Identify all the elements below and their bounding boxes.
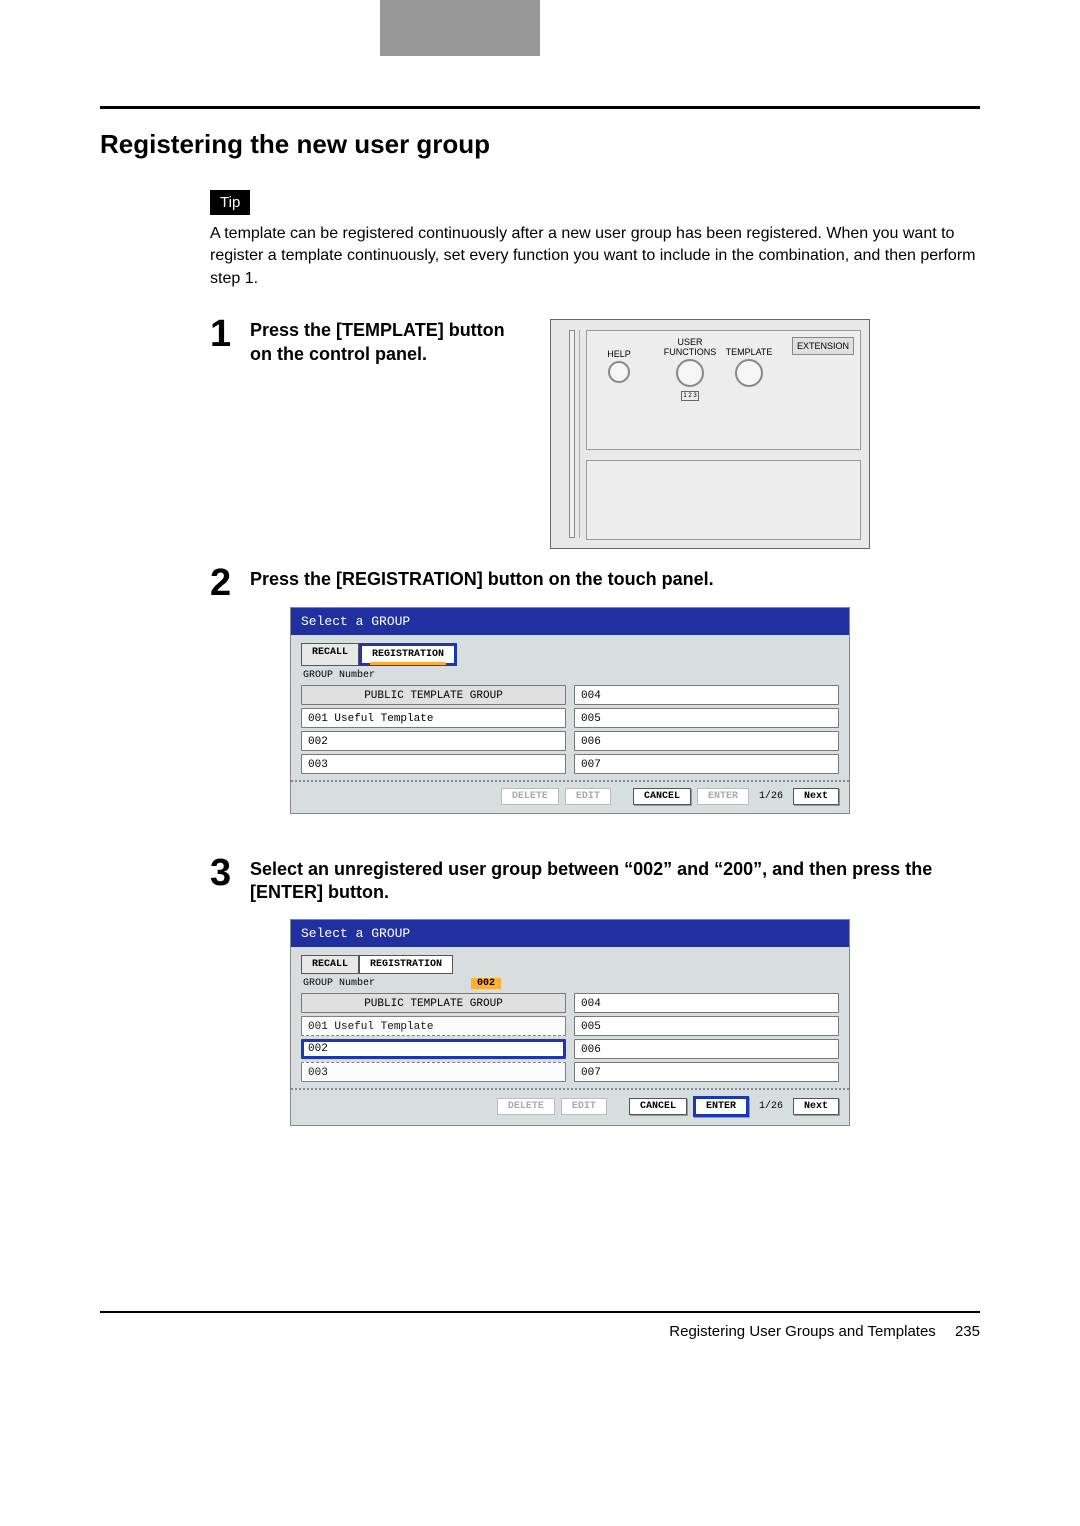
tip-block: Tip A template can be registered continu… [210,190,980,290]
ts2-row-005[interactable]: 005 [574,1016,839,1036]
ts2-row-002-selected[interactable]: 002 [301,1039,566,1059]
ts1-page-indicator: 1/26 [755,791,787,802]
ts1-row-005[interactable]: 005 [574,708,839,728]
extension-button[interactable]: EXTENSION [792,337,854,355]
ts1-row-001[interactable]: 001 Useful Template [301,708,566,728]
keypad-icon: 1 2 3 [681,391,699,401]
step-3-number: 3 [210,854,250,892]
cp-functions-label: FUNCTIONS [659,347,721,357]
registration-tab-2[interactable]: REGISTRATION [359,955,453,974]
tip-label: Tip [210,190,250,215]
ts1-public-group[interactable]: PUBLIC TEMPLATE GROUP [301,685,566,705]
ts1-next-button[interactable]: Next [793,788,839,805]
ts1-group-number-label: GROUP Number [291,668,849,683]
ts2-title: Select a GROUP [291,920,849,947]
ts2-edit-button[interactable]: EDIT [561,1098,607,1115]
recall-tab-2[interactable]: RECALL [301,955,359,974]
user-functions-button[interactable] [676,359,704,387]
ts1-delete-button[interactable]: DELETE [501,788,559,805]
ts2-group-number-value: 002 [471,978,501,989]
step-1-number: 1 [210,315,250,353]
ts1-row-007[interactable]: 007 [574,754,839,774]
ts1-cancel-button[interactable]: CANCEL [633,788,691,805]
cp-user-label: USER [659,337,721,347]
ts1-row-003[interactable]: 003 [301,754,566,774]
section-title: Registering the new user group [100,129,980,160]
ts1-row-002[interactable]: 002 [301,731,566,751]
ts2-row-006[interactable]: 006 [574,1039,839,1059]
step-2: 2 Press the [REGISTRATION] button on the… [210,564,980,838]
help-button[interactable] [608,361,630,383]
step-3-instruction: Select an unregistered user group betwee… [250,858,980,905]
tip-text: A template can be registered continuousl… [210,223,980,290]
ts1-row-006[interactable]: 006 [574,731,839,751]
ts2-row-003[interactable]: 003 [301,1062,566,1082]
ts2-enter-button[interactable]: ENTER [693,1096,749,1117]
ts2-group-number-label: GROUP Number [303,978,375,989]
ts1-row-004[interactable]: 004 [574,685,839,705]
ts2-page-indicator: 1/26 [755,1101,787,1112]
rule-bottom [100,1311,980,1313]
step-2-number: 2 [210,564,250,602]
step-2-instruction: Press the [REGISTRATION] button on the t… [250,568,980,591]
page-footer: Registering User Groups and Templates 23… [100,1323,980,1340]
ts1-enter-button[interactable]: ENTER [697,788,749,805]
cp-template-label: TEMPLATE [721,347,777,357]
touch-screen-1: Select a GROUP RECALL REGISTRATION GROUP… [290,607,850,814]
ts2-row-004[interactable]: 004 [574,993,839,1013]
step-1: 1 Press the [TEMPLATE] button on the con… [210,315,980,549]
rule-top [100,106,980,109]
registration-tab[interactable]: REGISTRATION [359,643,457,666]
control-panel-figure: HELP USER FUNCTIONS 1 2 3 TEMPLATE [550,319,870,549]
ts2-row-001[interactable]: 001 Useful Template [301,1016,566,1036]
recall-tab[interactable]: RECALL [301,643,359,666]
ts1-title: Select a GROUP [291,608,849,635]
ts2-delete-button[interactable]: DELETE [497,1098,555,1115]
touch-screen-2: Select a GROUP RECALL REGISTRATION GROUP… [290,919,850,1126]
ts2-cancel-button[interactable]: CANCEL [629,1098,687,1115]
ts1-edit-button[interactable]: EDIT [565,788,611,805]
chapter-tab [380,0,540,56]
template-button[interactable] [735,359,763,387]
cp-help-label: HELP [599,349,639,359]
ts2-row-007[interactable]: 007 [574,1062,839,1082]
ts2-public-group[interactable]: PUBLIC TEMPLATE GROUP [301,993,566,1013]
step-1-instruction: Press the [TEMPLATE] button on the contr… [250,319,530,366]
ts2-next-button[interactable]: Next [793,1098,839,1115]
step-3: 3 Select an unregistered user group betw… [210,854,980,1152]
